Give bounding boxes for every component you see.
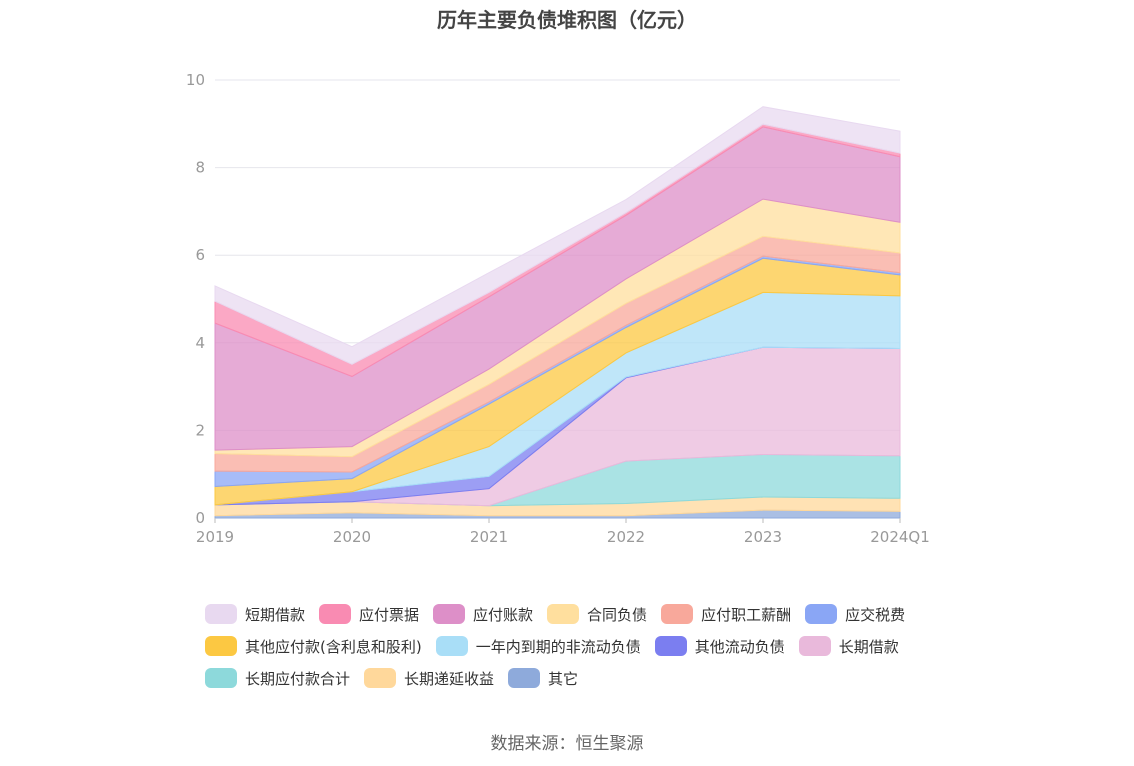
legend-label: 长期应付款合计 xyxy=(245,669,351,688)
legend-item[interactable]: 长期递延收益 xyxy=(364,662,494,694)
legend-swatch xyxy=(364,668,397,688)
legend-label: 应付职工薪酬 xyxy=(701,605,792,624)
legend-label: 应交税费 xyxy=(845,605,906,624)
legend-swatch xyxy=(205,668,237,688)
legend-label: 应付票据 xyxy=(359,605,420,624)
y-tick-label: 4 xyxy=(195,334,205,352)
legend-item[interactable]: 应付账款 xyxy=(433,598,533,630)
legend-swatch xyxy=(435,636,468,656)
legend-label: 短期借款 xyxy=(245,605,306,624)
data-source: 数据来源：恒生聚源 xyxy=(490,734,644,754)
legend-item[interactable]: 短期借款 xyxy=(205,598,305,630)
y-tick-label: 6 xyxy=(195,246,205,264)
legend-label: 其他应付款(含利息和股利) xyxy=(245,637,422,656)
legend-swatch xyxy=(654,636,687,656)
x-tick-label: 2022 xyxy=(607,528,645,546)
legend-item[interactable]: 其他应付款(含利息和股利) xyxy=(205,630,422,662)
legend: 短期借款 应付票据 应付账款 合同负债 应付职工薪酬 应交税费其他应付款(含利息和股利) 一… xyxy=(205,598,945,694)
x-tick-label: 2019 xyxy=(196,528,234,546)
legend-label: 其他流动负债 xyxy=(694,637,785,656)
y-tick-label: 0 xyxy=(195,509,205,527)
legend-swatch xyxy=(661,604,694,624)
y-tick-label: 10 xyxy=(186,71,205,89)
legend-item[interactable]: 应付票据 xyxy=(319,598,419,630)
stacked-area-chart: 0 2 4 6 8 10 2019 2020 2021 2022 2023 2024Q1 xyxy=(186,71,930,546)
legend-label: 一年内到期的非流动负债 xyxy=(475,637,641,656)
area-series xyxy=(214,106,901,519)
legend-row: 其他应付款(含利息和股利) 一年内到期的非流动负债 其他流动负债 长期借款 xyxy=(205,630,945,662)
x-tick-label: 2023 xyxy=(744,528,782,546)
x-tick-label: 2024Q1 xyxy=(870,528,930,546)
y-tick-label: 2 xyxy=(195,421,205,439)
legend-label: 应付账款 xyxy=(473,605,534,624)
legend-swatch xyxy=(433,604,466,624)
legend-swatch xyxy=(205,636,237,656)
x-tick-label: 2021 xyxy=(470,528,508,546)
legend-item[interactable]: 合同负债 xyxy=(547,598,647,630)
legend-item[interactable]: 一年内到期的非流动负债 xyxy=(435,630,641,662)
legend-label: 合同负债 xyxy=(587,605,648,624)
legend-row: 长期应付款合计 长期递延收益 其它 xyxy=(205,662,945,694)
legend-swatch xyxy=(805,604,838,624)
legend-swatch xyxy=(319,604,352,624)
legend-item[interactable]: 应交税费 xyxy=(805,598,905,630)
legend-label: 其它 xyxy=(548,669,579,688)
legend-item[interactable]: 其他流动负债 xyxy=(654,630,785,662)
chart-title: 历年主要负债堆积图（亿元） xyxy=(437,8,697,32)
axes: 0 2 4 6 8 10 2019 2020 2021 2022 2023 2024Q1 xyxy=(186,71,930,546)
area-短期借款[interactable] xyxy=(214,106,901,365)
legend-swatch xyxy=(508,668,541,688)
legend-swatch xyxy=(547,604,580,624)
legend-item[interactable]: 其它 xyxy=(508,662,578,694)
x-tick-label: 2020 xyxy=(333,528,371,546)
legend-label: 长期借款 xyxy=(838,637,899,656)
legend-item[interactable]: 长期应付款合计 xyxy=(205,662,350,694)
legend-swatch xyxy=(798,636,831,656)
legend-row: 短期借款 应付票据 应付账款 合同负债 应付职工薪酬 应交税费 xyxy=(205,598,945,630)
legend-label: 长期递延收益 xyxy=(404,669,495,688)
legend-item[interactable]: 长期借款 xyxy=(798,630,899,662)
legend-swatch xyxy=(205,604,237,624)
legend-item[interactable]: 应付职工薪酬 xyxy=(661,598,791,630)
y-tick-label: 8 xyxy=(195,159,205,177)
